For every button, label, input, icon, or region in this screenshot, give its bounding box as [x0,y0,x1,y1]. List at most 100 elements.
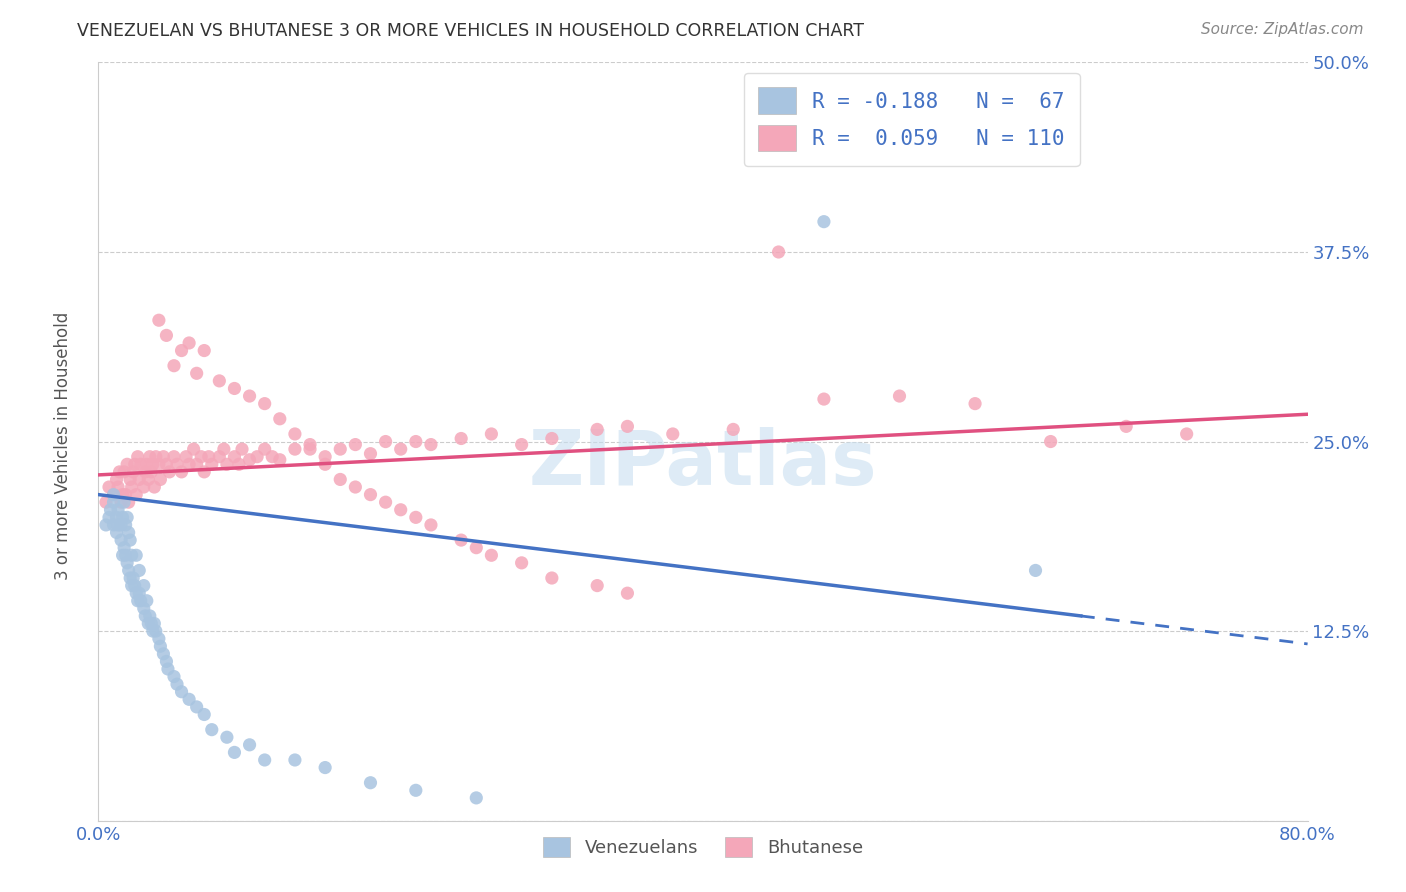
Point [143,480,166,494]
Point [723,422,745,436]
Point [114,487,136,501]
Point [540,571,562,585]
Point [94,517,117,532]
Point [174,450,197,464]
Point [299,437,322,451]
Point [586,579,609,593]
Point [813,392,835,406]
Point [813,214,835,228]
Point [122,465,145,479]
Point [111,487,134,501]
Point [115,458,138,472]
Point [889,389,911,403]
Point [329,442,352,457]
Point [201,458,224,472]
Point [136,616,159,631]
Point [141,616,163,631]
Point [246,450,269,464]
Point [125,487,148,501]
Point [344,437,367,451]
Point [105,525,128,540]
Point [179,458,201,472]
Point [170,685,193,699]
Point [124,579,146,593]
Text: ZIPatlas: ZIPatlas [529,427,877,501]
Point [121,480,143,494]
Point [135,458,157,472]
Point [239,452,262,467]
Point [163,359,186,373]
Point [465,791,488,805]
Point [284,753,307,767]
Point [155,655,177,669]
Point [139,450,162,464]
Point [110,533,132,548]
Point [129,594,152,608]
Point [111,510,134,524]
Point [156,662,179,676]
Point [510,437,533,451]
Point [112,495,135,509]
Point [231,442,253,457]
Point [215,458,238,472]
Point [420,437,443,451]
Point [110,517,132,532]
Point [103,487,125,501]
Point [129,458,152,472]
Point [100,503,122,517]
Point [127,594,149,608]
Point [1024,564,1046,578]
Point [253,396,276,410]
Point [405,434,427,449]
Point [239,738,262,752]
Point [314,450,336,464]
Point [115,556,138,570]
Point [142,624,165,639]
Point [389,442,412,457]
Point [135,594,157,608]
Point [149,639,172,653]
Point [465,541,488,555]
Point [134,608,156,623]
Point [389,503,412,517]
Point [269,452,291,467]
Point [253,753,276,767]
Point [314,458,336,472]
Point [262,450,284,464]
Point [965,396,987,410]
Point [125,548,148,563]
Point [128,564,150,578]
Point [374,495,396,509]
Point [163,669,186,683]
Point [201,723,224,737]
Point [112,541,135,555]
Point [103,517,125,532]
Point [127,450,149,464]
Point [148,632,170,646]
Point [224,382,246,396]
Point [163,450,186,464]
Point [134,465,156,479]
Point [186,366,208,380]
Point [142,458,165,472]
Point [103,487,125,501]
Point [239,389,262,403]
Point [124,458,146,472]
Point [374,434,396,449]
Point [183,442,205,457]
Point [360,776,382,790]
Point [121,579,143,593]
Point [132,480,155,494]
Point [405,783,427,797]
Point [405,510,427,524]
Point [107,480,129,494]
Point [284,442,307,457]
Point [269,412,291,426]
Point [661,427,683,442]
Point [98,480,121,494]
Point [155,328,177,343]
Point [94,495,117,509]
Point [141,465,163,479]
Point [105,473,128,487]
Point [186,458,208,472]
